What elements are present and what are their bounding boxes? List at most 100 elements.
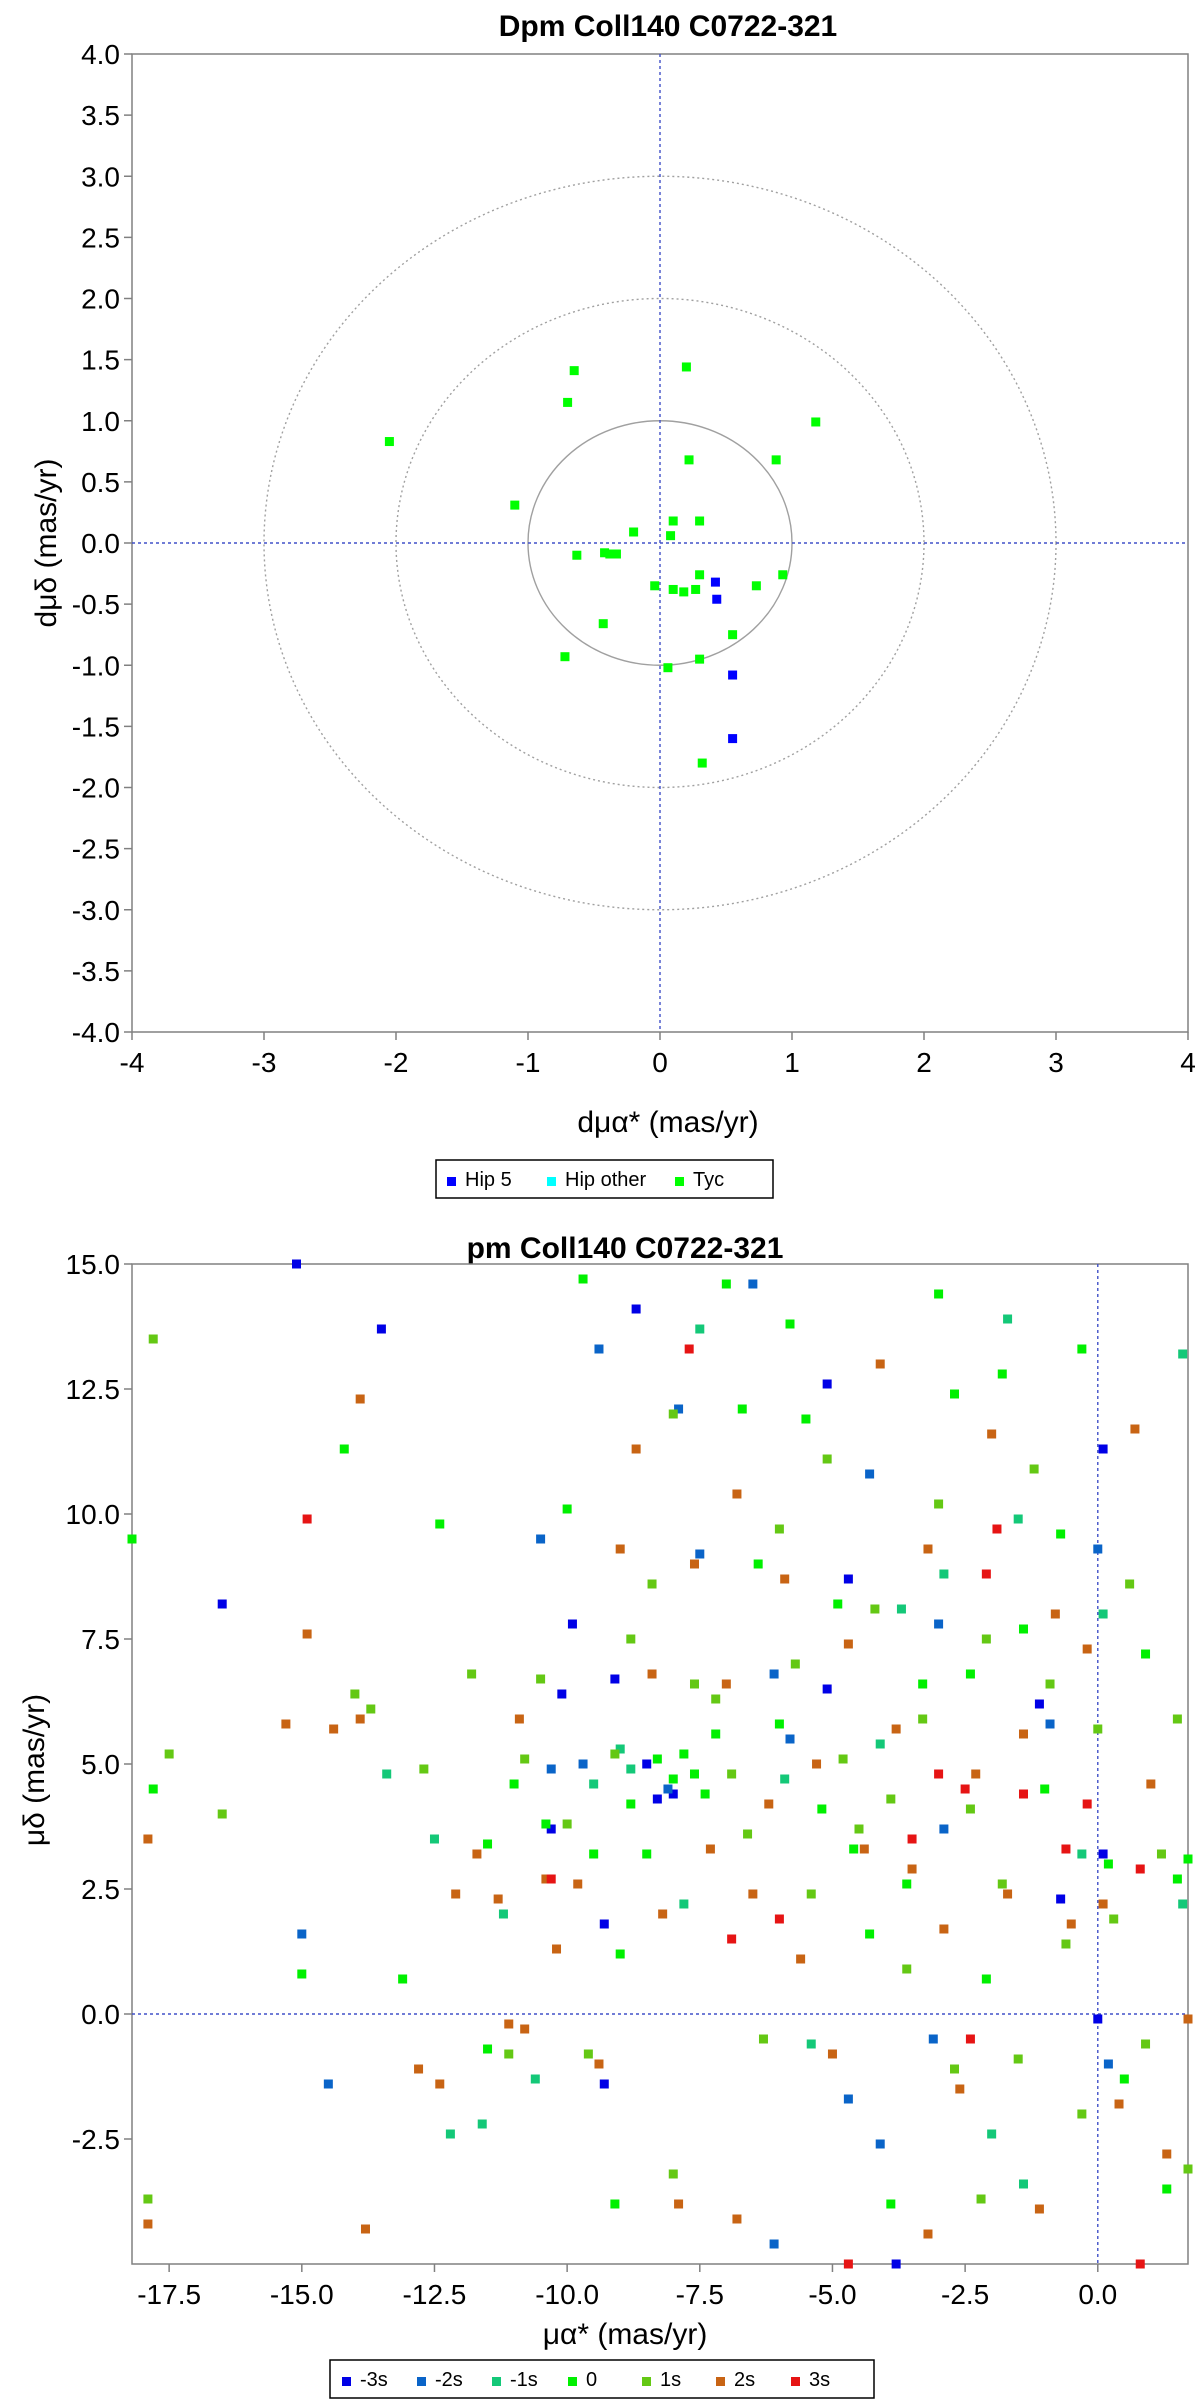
data-point — [647, 1579, 657, 1589]
y-tick-label: -4.0 — [72, 1017, 120, 1048]
data-point — [626, 1799, 636, 1809]
data-point — [350, 1689, 360, 1699]
legend-swatch — [447, 1177, 456, 1186]
data-point — [1135, 1864, 1145, 1874]
data-point — [1146, 1779, 1156, 1789]
data-point — [1034, 1699, 1044, 1709]
data-point — [976, 2194, 986, 2204]
data-point — [366, 1704, 376, 1714]
data-point — [629, 527, 639, 537]
x-tick-label: -2 — [384, 1047, 409, 1078]
data-point — [771, 455, 781, 465]
data-point — [668, 584, 678, 594]
data-point — [695, 654, 705, 664]
x-axis-label: μα* (mas/yr) — [543, 2318, 708, 2351]
y-tick-label: -3.5 — [72, 956, 120, 987]
data-point — [546, 1824, 556, 1834]
data-point — [1018, 1789, 1028, 1799]
x-tick-label: -12.5 — [403, 2279, 467, 2310]
data-point — [658, 1909, 668, 1919]
data-point — [796, 1954, 806, 1964]
data-point — [997, 1369, 1007, 1379]
data-point — [1013, 2054, 1023, 2064]
data-point — [143, 2194, 153, 2204]
data-point — [679, 587, 689, 597]
data-point — [865, 1929, 875, 1939]
data-point — [1018, 1729, 1028, 1739]
data-point — [896, 1604, 906, 1614]
data-point — [1156, 1849, 1166, 1859]
data-point — [934, 1769, 944, 1779]
data-point — [939, 1824, 949, 1834]
data-point — [817, 1804, 827, 1814]
data-point — [960, 1784, 970, 1794]
data-point — [563, 397, 573, 407]
data-point — [578, 1759, 588, 1769]
data-point — [843, 2259, 853, 2269]
data-point — [1178, 1349, 1188, 1359]
data-point — [1178, 1899, 1188, 1909]
data-point — [950, 1389, 960, 1399]
data-points — [384, 362, 821, 768]
data-point — [546, 1874, 556, 1884]
data-point — [1082, 1644, 1092, 1654]
data-point — [1029, 1464, 1039, 1474]
data-point — [1018, 2179, 1028, 2189]
data-point — [886, 2199, 896, 2209]
data-point — [647, 1669, 657, 1679]
data-point — [674, 1404, 684, 1414]
data-point — [705, 1844, 715, 1854]
data-point — [610, 1674, 620, 1684]
zero-lines — [132, 54, 1188, 1032]
data-point — [875, 2139, 885, 2149]
data-point — [843, 1574, 853, 1584]
legend-swatch — [547, 1177, 556, 1186]
data-point — [1040, 1784, 1050, 1794]
data-point — [774, 1719, 784, 1729]
data-point — [950, 2064, 960, 2074]
data-point — [774, 1914, 784, 1924]
data-point — [822, 1684, 832, 1694]
data-point — [971, 1769, 981, 1779]
data-point — [758, 2034, 768, 2044]
data-point — [541, 1819, 551, 1829]
data-point — [143, 2219, 153, 2229]
data-point — [572, 550, 582, 560]
data-point — [360, 2224, 370, 2234]
data-point — [355, 1394, 365, 1404]
chart-title: Dpm Coll140 C0722-321 — [499, 10, 838, 43]
data-point — [1093, 2014, 1103, 2024]
data-point — [875, 1739, 885, 1749]
data-point — [281, 1719, 291, 1729]
legend-label: 1s — [660, 2369, 681, 2391]
legend-label: -2s — [435, 2369, 463, 2391]
data-point — [1114, 2099, 1124, 2109]
legend-swatch — [492, 2377, 501, 2386]
data-point — [918, 1714, 928, 1724]
data-point — [626, 1634, 636, 1644]
data-point — [552, 1944, 562, 1954]
data-point — [934, 1499, 944, 1509]
legend: -3s -2s -1s 0 1s 2s 3s — [329, 2359, 875, 2399]
data-point — [498, 1909, 508, 1919]
data-point — [981, 1634, 991, 1644]
legend-swatch — [417, 2377, 426, 2386]
data-point — [504, 2019, 514, 2029]
data-point — [1098, 1899, 1108, 1909]
data-point — [728, 670, 738, 680]
data-point — [689, 1769, 699, 1779]
data-points — [127, 1259, 1193, 2269]
y-tick-label: 10.0 — [66, 1499, 121, 1530]
legend-label: -1s — [510, 2369, 538, 2391]
data-point — [567, 1619, 577, 1629]
data-point — [1061, 1844, 1071, 1854]
chart-title: pm Coll140 C0722-321 — [467, 1232, 784, 1265]
data-point — [695, 570, 705, 580]
data-point — [127, 1534, 137, 1544]
data-point — [1077, 1344, 1087, 1354]
data-point — [1045, 1719, 1055, 1729]
data-point — [727, 1934, 737, 1944]
data-point — [710, 577, 720, 587]
data-point — [769, 1669, 779, 1679]
data-point — [1077, 1849, 1087, 1859]
